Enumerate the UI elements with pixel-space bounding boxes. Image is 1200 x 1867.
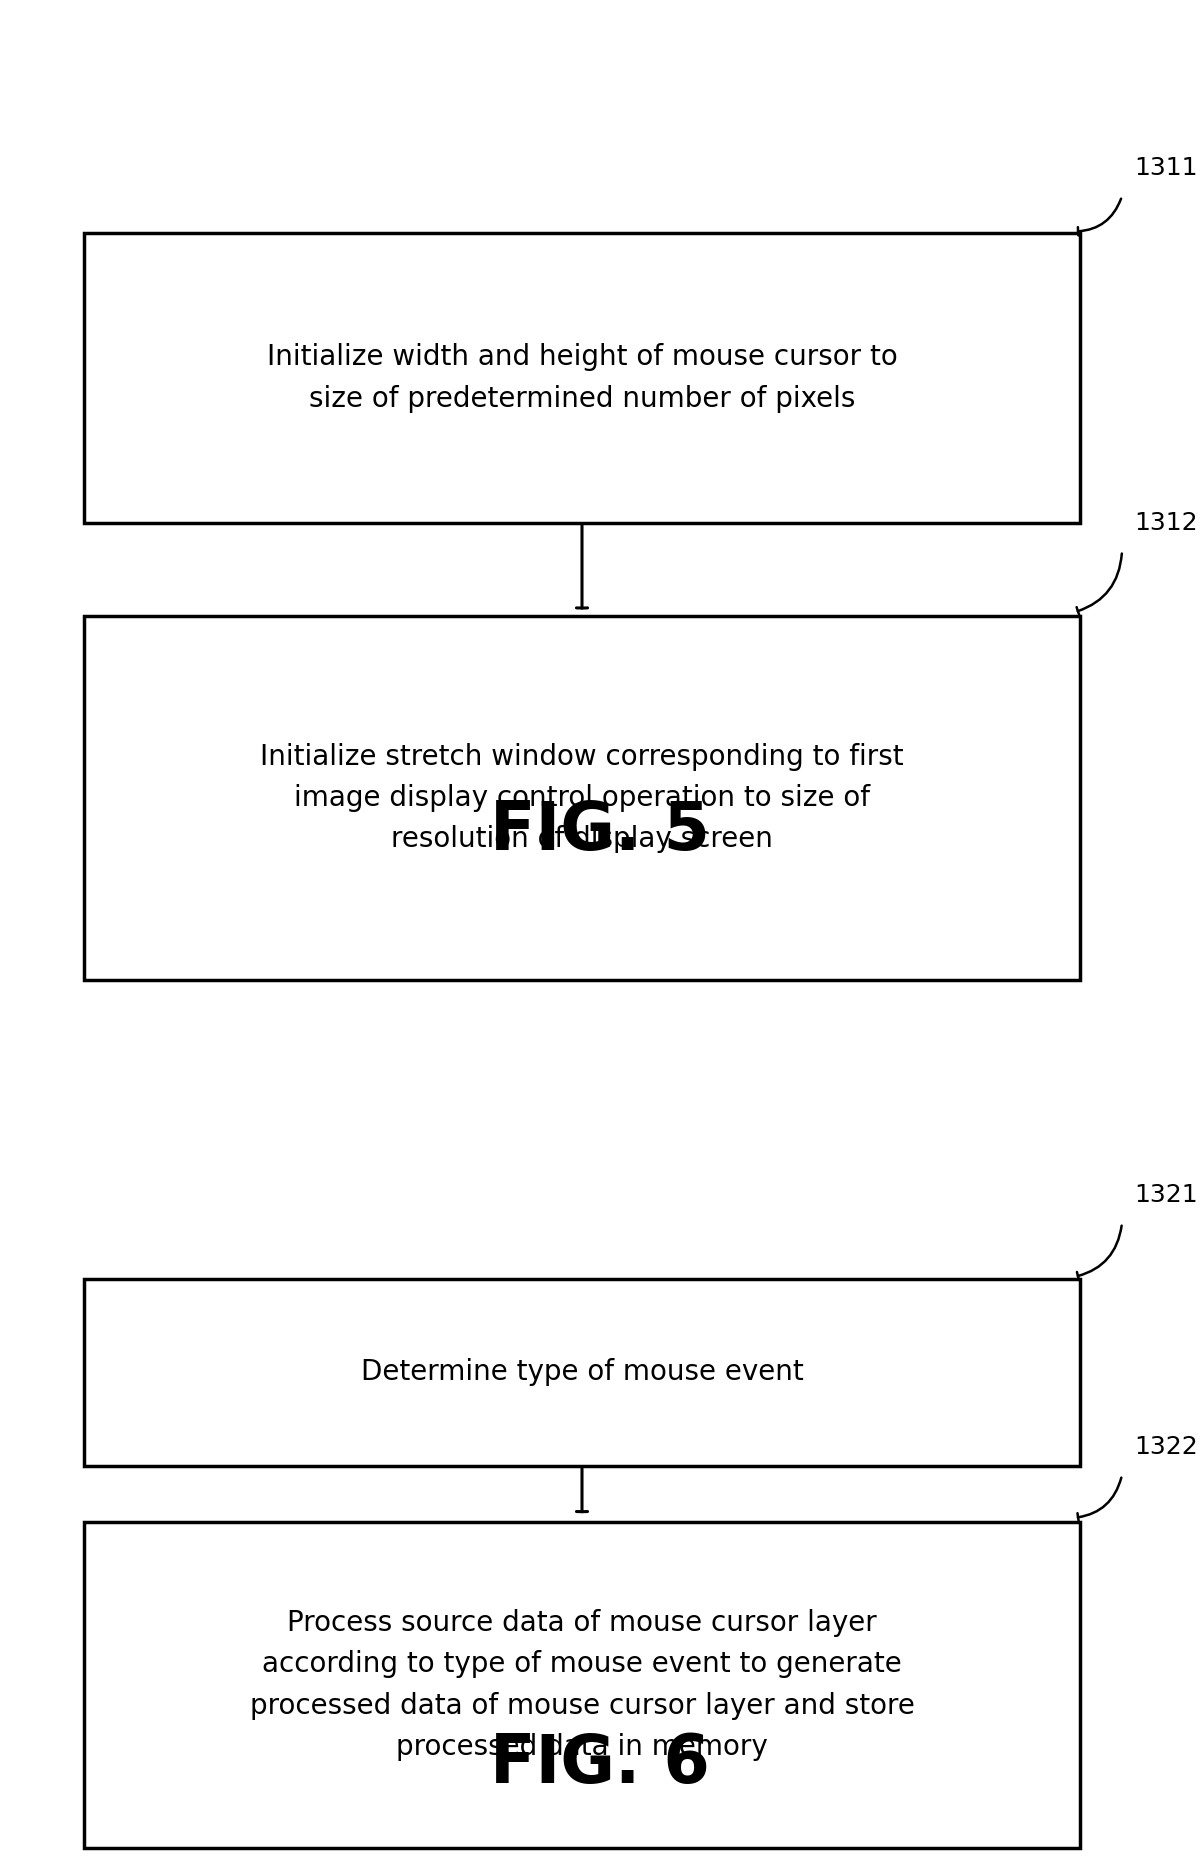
Text: FIG. 6: FIG. 6 (490, 1731, 710, 1798)
Text: Determine type of mouse event: Determine type of mouse event (361, 1359, 803, 1385)
Bar (84, 616, 1080, 980)
Bar (84, 233, 1080, 523)
Text: 1312: 1312 (1134, 512, 1198, 534)
Text: 1311: 1311 (1134, 157, 1198, 179)
Text: Process source data of mouse cursor layer
according to type of mouse event to ge: Process source data of mouse cursor laye… (250, 1609, 914, 1761)
Text: Initialize stretch window corresponding to first
image display control operation: Initialize stretch window corresponding … (260, 743, 904, 853)
Text: Initialize width and height of mouse cursor to
size of predetermined number of p: Initialize width and height of mouse cur… (266, 344, 898, 413)
Text: 1322: 1322 (1134, 1436, 1198, 1458)
Bar (84, 1279, 1080, 1466)
Text: 1321: 1321 (1134, 1184, 1198, 1206)
Bar (84, 1522, 1080, 1848)
Text: FIG. 5: FIG. 5 (490, 797, 710, 864)
